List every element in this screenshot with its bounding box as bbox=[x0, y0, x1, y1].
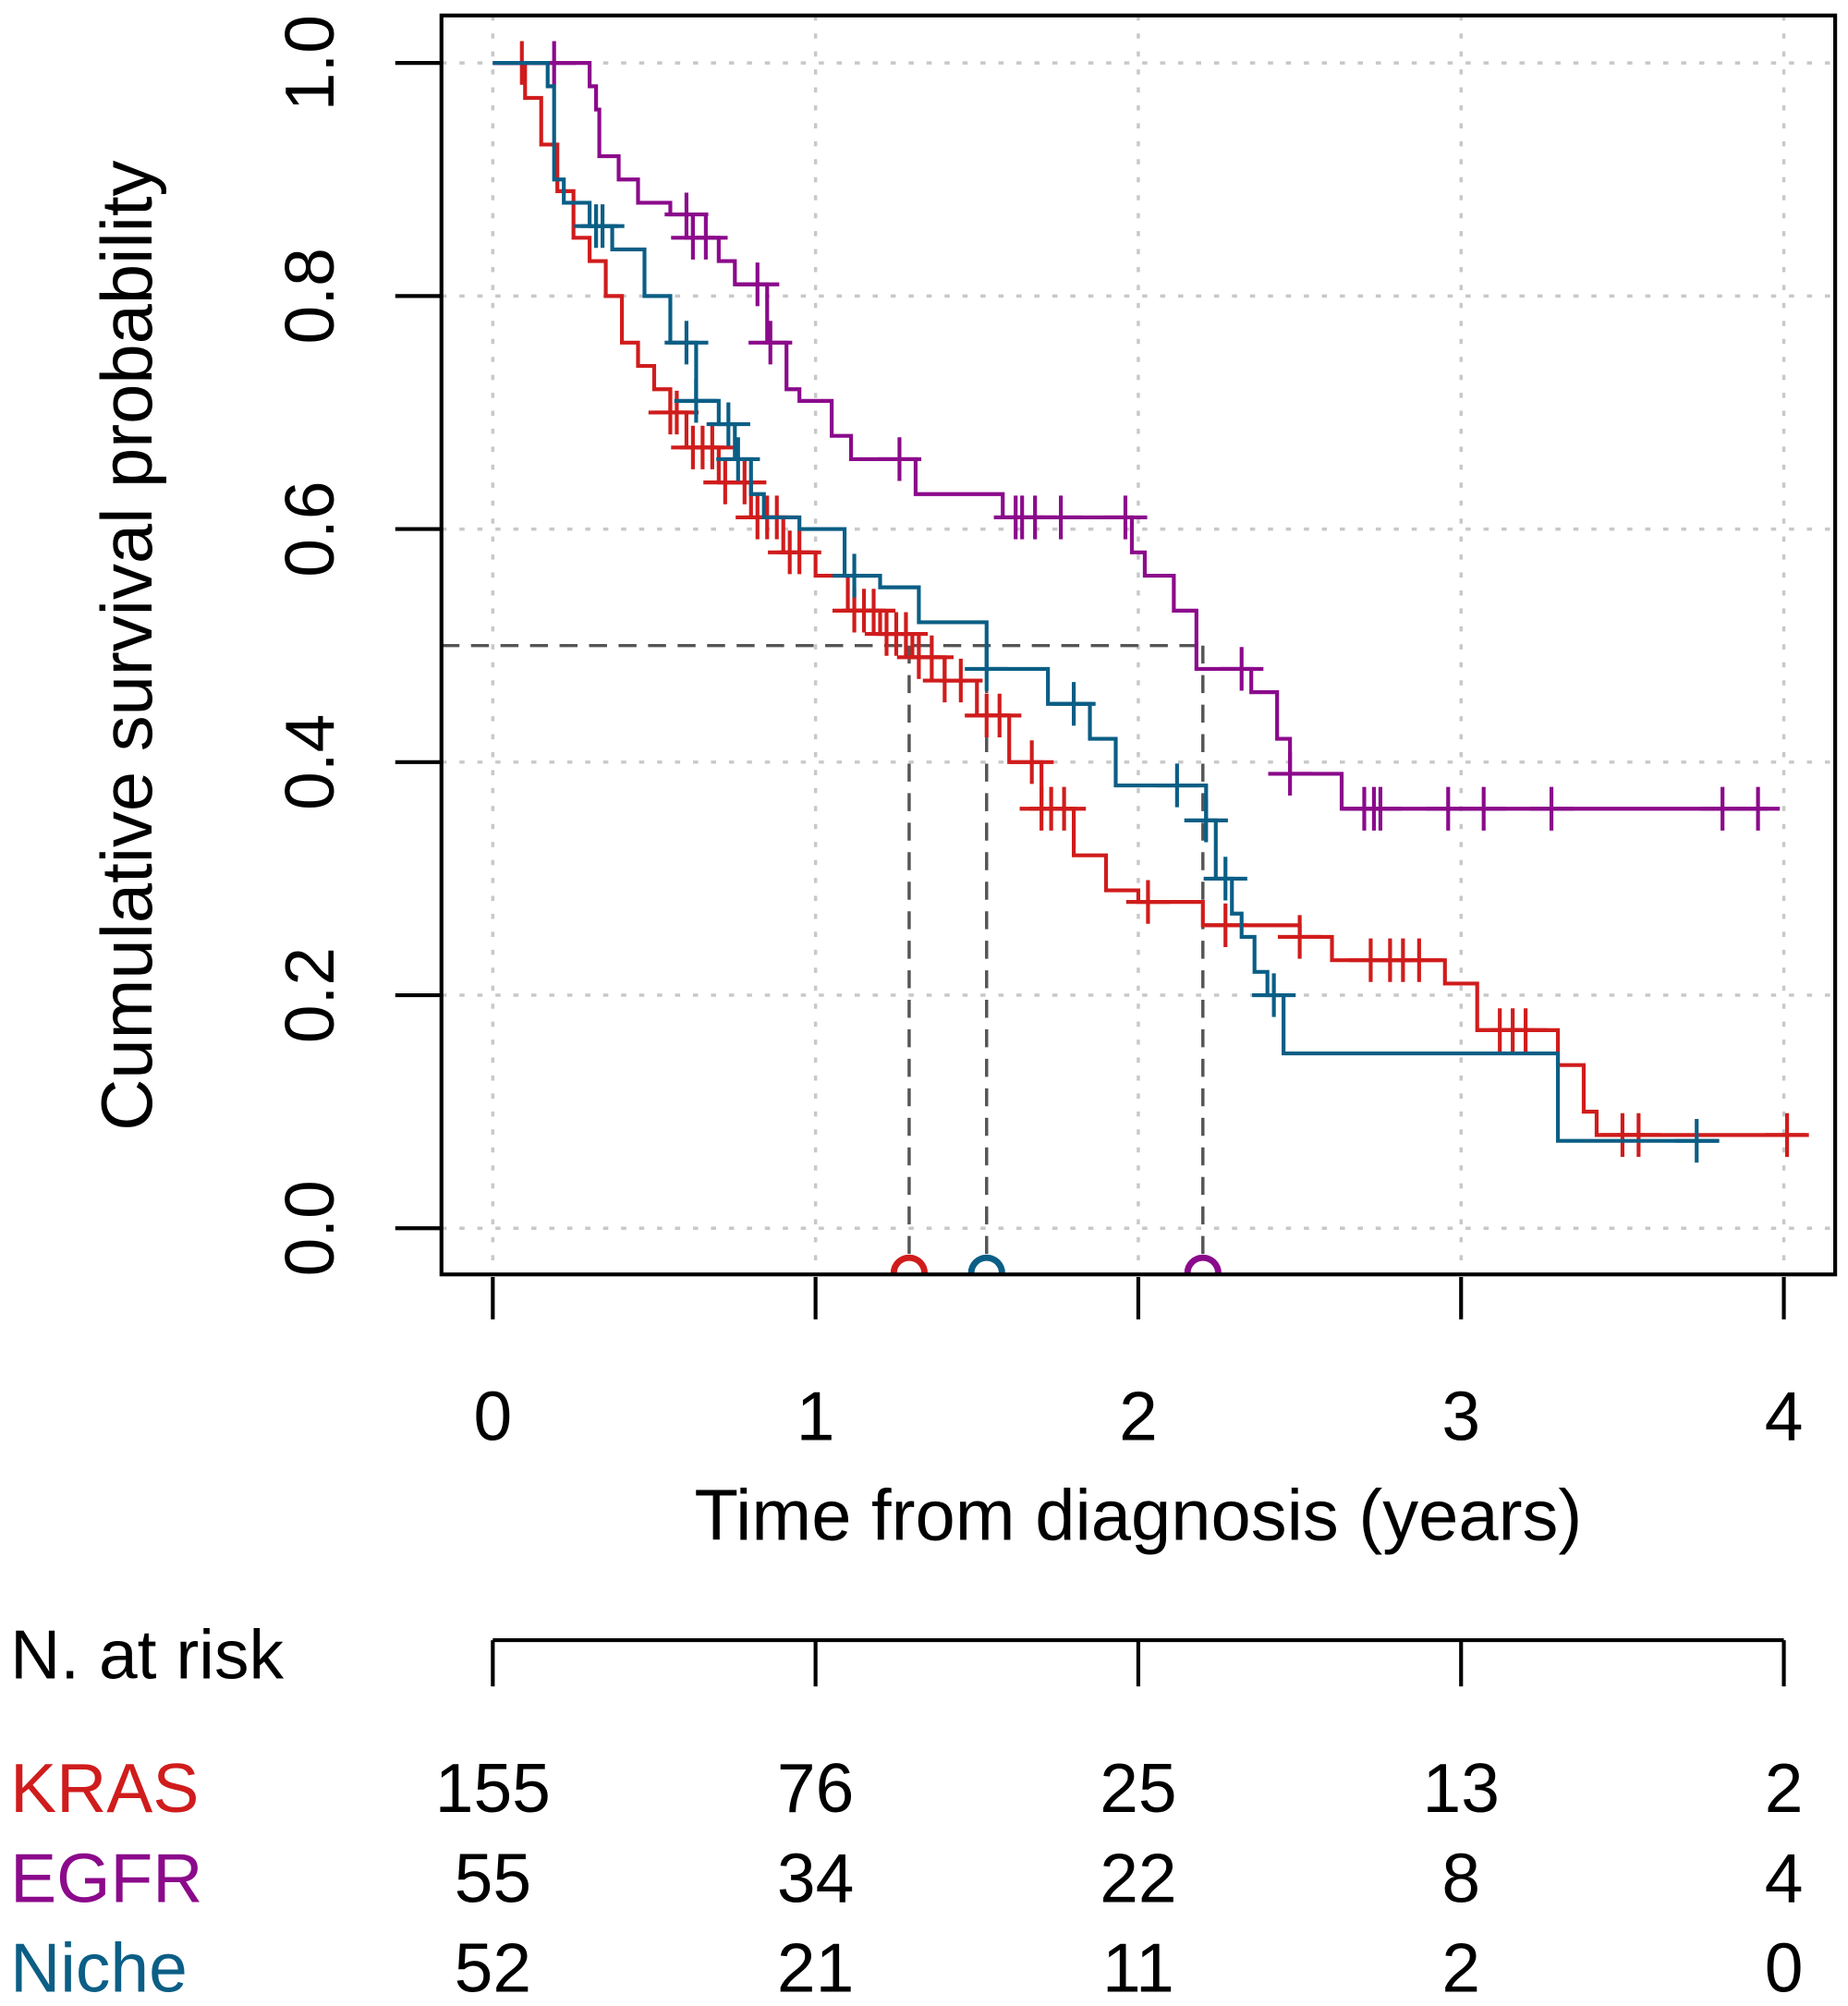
censor-mark bbox=[748, 321, 793, 365]
censor-mark bbox=[909, 635, 954, 679]
censor-mark bbox=[883, 612, 929, 656]
censor-mark bbox=[674, 379, 719, 423]
median-marker-kras bbox=[890, 1254, 929, 1274]
censor-mark bbox=[1125, 880, 1171, 924]
survival-curve-egfr bbox=[492, 61, 1769, 811]
censor-mark bbox=[723, 460, 767, 505]
y-axis-label: Cumulative survival probability bbox=[88, 160, 167, 1130]
risk-table: N. at risk KRAS 155 76 25 13 2 EGFR 55 34 22 8 4 Nic… bbox=[10, 1616, 1803, 2006]
censor-mark bbox=[1358, 786, 1403, 831]
censor-mark bbox=[1674, 1119, 1719, 1163]
censor-mark bbox=[706, 402, 750, 446]
censor-mark bbox=[1268, 751, 1312, 796]
median-marker-egfr bbox=[1184, 1254, 1222, 1274]
risk-count: 55 bbox=[455, 1839, 531, 1916]
censor-mark bbox=[716, 437, 760, 481]
axes: 0 1 2 3 4 0.0 0.2 0.4 0.6 0.8 1.0 bbox=[271, 15, 1803, 1454]
censor-mark bbox=[965, 647, 1009, 691]
x-tick-label: 2 bbox=[1119, 1377, 1158, 1454]
censor-mark bbox=[664, 192, 709, 237]
risk-count: 22 bbox=[1100, 1839, 1176, 1916]
censor-mark bbox=[1103, 495, 1148, 540]
risk-count: 52 bbox=[455, 1929, 531, 2006]
censor-mark bbox=[1277, 915, 1322, 959]
survival-curves bbox=[492, 41, 1809, 1163]
censor-mark bbox=[580, 204, 625, 249]
survival-curve-kras bbox=[492, 61, 1806, 1137]
censor-mark bbox=[1503, 1008, 1548, 1052]
y-tick-label: 0.6 bbox=[271, 480, 348, 577]
median-lines bbox=[441, 643, 1222, 1274]
series-egfr bbox=[492, 41, 1781, 831]
censor-mark bbox=[1736, 786, 1781, 831]
x-tick-label: 0 bbox=[473, 1377, 512, 1454]
censor-mark bbox=[1529, 786, 1574, 831]
censor-mark bbox=[736, 262, 780, 307]
risk-row-label-kras: KRAS bbox=[10, 1749, 199, 1827]
censor-mark bbox=[1184, 798, 1228, 843]
y-tick-label: 0.0 bbox=[271, 1180, 348, 1276]
median-marker-niche bbox=[967, 1254, 1005, 1274]
risk-count: 34 bbox=[777, 1839, 854, 1916]
risk-count: 76 bbox=[777, 1749, 854, 1827]
censor-mark bbox=[684, 215, 728, 260]
risk-count: 13 bbox=[1423, 1749, 1500, 1827]
x-tick-label: 1 bbox=[796, 1377, 835, 1454]
censor-mark bbox=[978, 693, 1022, 737]
survival-curve-niche bbox=[492, 61, 1720, 1143]
censor-mark bbox=[1155, 763, 1199, 808]
plot-frame bbox=[439, 13, 1838, 1277]
censor-mark bbox=[832, 553, 877, 598]
censor-mark bbox=[654, 390, 699, 435]
y-tick-label: 0.2 bbox=[271, 947, 348, 1043]
censor-mark bbox=[777, 530, 821, 575]
series-niche bbox=[492, 61, 1720, 1163]
series-kras bbox=[492, 41, 1809, 1157]
y-tick-label: 0.8 bbox=[271, 248, 348, 344]
censor-mark bbox=[851, 589, 896, 633]
censor-mark bbox=[1397, 938, 1441, 982]
censor-mark bbox=[1462, 786, 1506, 831]
x-axis-label: Time from diagnosis (years) bbox=[695, 1477, 1583, 1556]
x-tick-label: 4 bbox=[1765, 1377, 1804, 1454]
risk-count: 11 bbox=[1102, 1929, 1174, 2006]
censor-mark bbox=[877, 437, 922, 481]
y-tick-label: 0.4 bbox=[271, 714, 348, 810]
risk-count: 25 bbox=[1100, 1749, 1176, 1827]
risk-row-label-niche: Niche bbox=[10, 1929, 188, 2006]
censor-mark bbox=[1220, 647, 1264, 691]
risk-row-label-egfr: EGFR bbox=[10, 1839, 202, 1916]
risk-table-title: N. at risk bbox=[10, 1616, 284, 1694]
censor-mark bbox=[1203, 857, 1247, 901]
censor-mark bbox=[664, 321, 709, 365]
censor-mark bbox=[1041, 786, 1087, 831]
censor-mark bbox=[939, 658, 983, 703]
censor-mark bbox=[1010, 740, 1054, 784]
risk-count: 8 bbox=[1441, 1839, 1480, 1916]
censor-mark bbox=[1039, 495, 1083, 540]
censor-mark bbox=[1052, 682, 1096, 726]
censor-mark bbox=[1616, 1112, 1660, 1157]
y-tick-label: 1.0 bbox=[271, 15, 348, 111]
risk-count: 4 bbox=[1765, 1839, 1804, 1916]
risk-count: 155 bbox=[435, 1749, 551, 1827]
risk-count: 21 bbox=[777, 1929, 854, 2006]
censor-mark bbox=[690, 425, 735, 469]
risk-count: 2 bbox=[1441, 1929, 1480, 2006]
censor-mark bbox=[1765, 1112, 1809, 1157]
risk-count: 0 bbox=[1765, 1929, 1804, 2006]
risk-count: 2 bbox=[1765, 1749, 1804, 1827]
x-tick-label: 3 bbox=[1441, 1377, 1480, 1454]
censor-mark bbox=[1252, 973, 1296, 1017]
